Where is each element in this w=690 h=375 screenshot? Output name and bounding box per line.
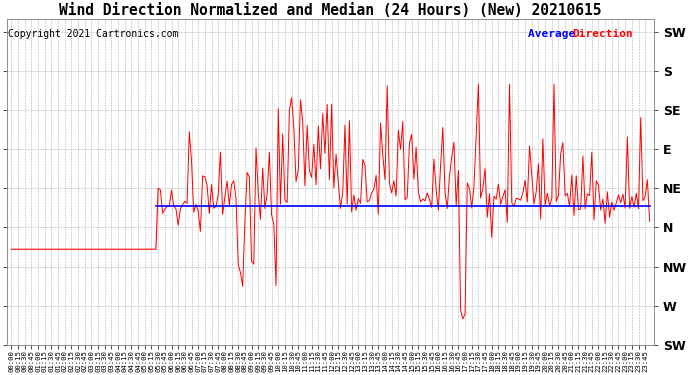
Title: Wind Direction Normalized and Median (24 Hours) (New) 20210615: Wind Direction Normalized and Median (24… — [59, 3, 602, 18]
Text: Direction: Direction — [572, 29, 633, 39]
Text: Average: Average — [528, 29, 582, 39]
Text: Copyright 2021 Cartronics.com: Copyright 2021 Cartronics.com — [8, 29, 179, 39]
